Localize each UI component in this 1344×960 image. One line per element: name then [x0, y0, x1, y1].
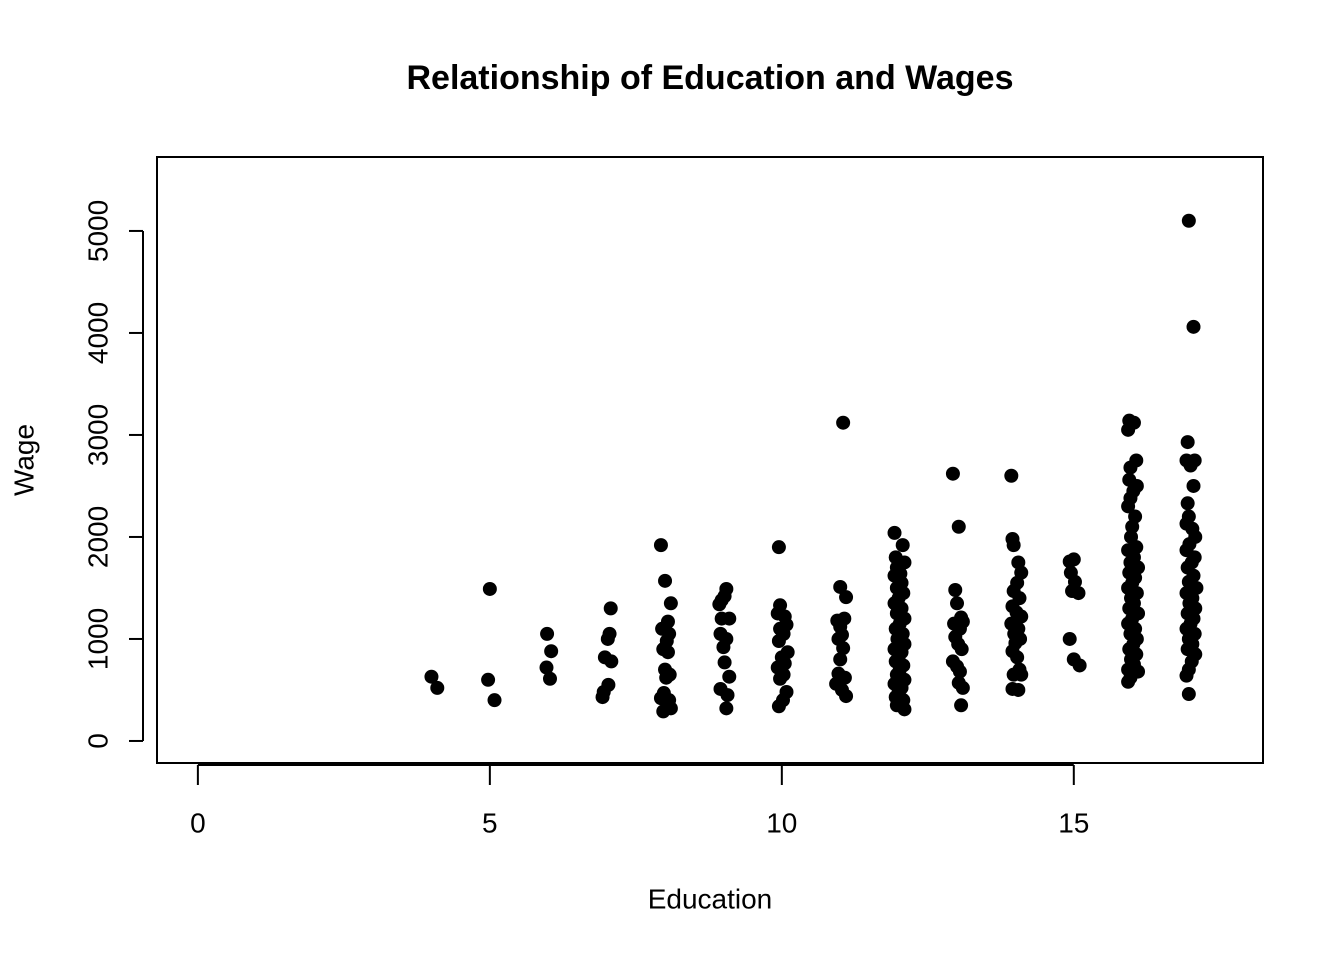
point	[1179, 668, 1194, 683]
point	[719, 701, 734, 716]
point	[895, 538, 910, 553]
point	[836, 641, 851, 656]
plot-frame	[156, 156, 1264, 764]
point	[722, 669, 737, 684]
point	[712, 597, 727, 612]
point	[653, 538, 668, 553]
x-tick-label: 5	[482, 807, 498, 838]
y-tick-label: 4000	[82, 302, 113, 364]
point	[430, 680, 445, 695]
point	[1123, 460, 1138, 475]
x-tick-label: 0	[190, 807, 206, 838]
point	[1183, 458, 1198, 473]
point	[663, 596, 678, 611]
point	[595, 690, 610, 705]
point	[540, 626, 555, 641]
point	[945, 466, 960, 481]
point	[482, 581, 497, 596]
point	[1121, 674, 1136, 689]
y-tick-label: 1000	[82, 608, 113, 670]
point	[658, 573, 673, 588]
x-tick-label: 10	[766, 807, 797, 838]
x-tick-label: 15	[1058, 807, 1089, 838]
x-axis-label: Education	[648, 883, 773, 914]
point	[1066, 552, 1081, 567]
y-tick-label: 3000	[82, 404, 113, 466]
point	[603, 601, 618, 616]
point	[771, 699, 786, 714]
point	[770, 606, 785, 621]
point	[600, 631, 615, 646]
point	[1011, 682, 1026, 697]
point	[833, 579, 848, 594]
point	[1072, 658, 1087, 673]
chart-title: Relationship of Education and Wages	[406, 59, 1013, 97]
point	[1125, 519, 1140, 534]
point	[1181, 213, 1196, 228]
point	[1121, 499, 1136, 514]
point	[950, 596, 965, 611]
point	[1004, 468, 1019, 483]
point	[1186, 319, 1201, 334]
point	[539, 660, 554, 675]
point	[1071, 586, 1086, 601]
point	[424, 669, 439, 684]
point	[1010, 650, 1025, 665]
point	[887, 525, 902, 540]
point	[1180, 496, 1195, 511]
point	[1006, 538, 1021, 553]
point	[954, 642, 969, 657]
point	[771, 634, 786, 649]
point	[659, 670, 674, 685]
point	[955, 680, 970, 695]
y-tick-label: 2000	[82, 506, 113, 568]
point	[1014, 667, 1029, 682]
point	[839, 590, 854, 605]
point	[481, 672, 496, 687]
y-axis-label: Wage	[8, 424, 39, 496]
point	[714, 611, 729, 626]
point	[660, 645, 675, 660]
point	[487, 693, 502, 708]
point	[1180, 435, 1195, 450]
y-tick-label: 5000	[82, 200, 113, 262]
point	[542, 671, 557, 686]
point	[897, 702, 912, 717]
point	[544, 644, 559, 659]
point	[1121, 422, 1136, 437]
point	[771, 540, 786, 555]
point	[1186, 478, 1201, 493]
point	[716, 640, 731, 655]
point	[833, 652, 848, 667]
point	[773, 671, 788, 686]
point	[717, 655, 732, 670]
point	[1014, 609, 1029, 624]
point	[952, 664, 967, 679]
point	[954, 698, 969, 713]
point	[951, 519, 966, 534]
point	[839, 689, 854, 704]
point	[604, 654, 619, 669]
point	[720, 688, 735, 703]
point	[1181, 687, 1196, 702]
point	[656, 704, 671, 719]
point	[948, 583, 963, 598]
y-tick-label: 0	[82, 733, 113, 749]
point	[955, 614, 970, 629]
point	[1062, 631, 1077, 646]
point	[836, 415, 851, 430]
